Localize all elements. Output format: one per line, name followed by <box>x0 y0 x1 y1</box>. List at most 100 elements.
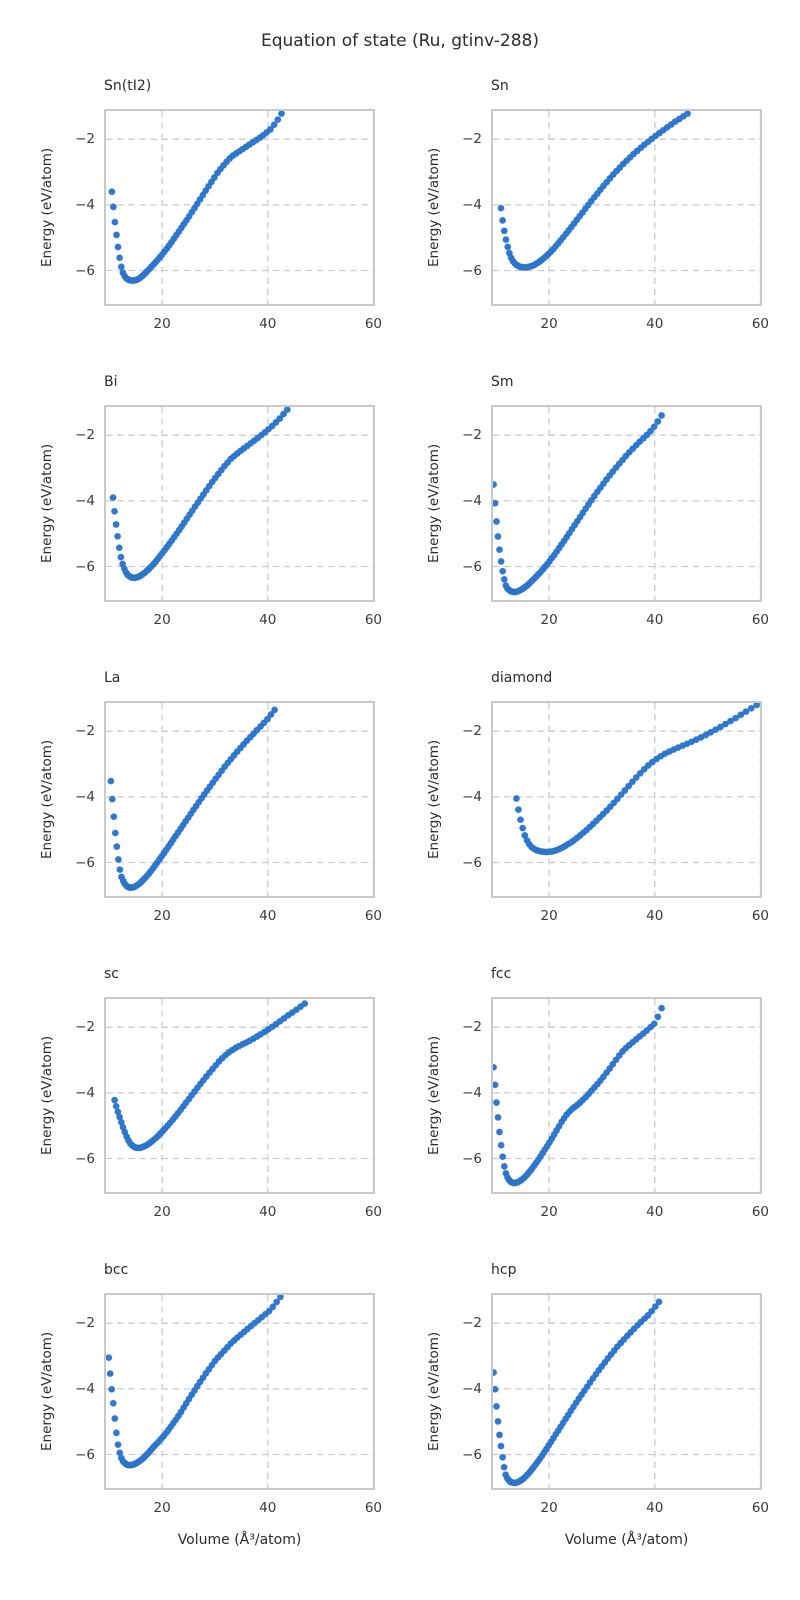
y-axis-label: Energy (eV/atom) <box>39 443 55 564</box>
plot-frame <box>491 109 762 306</box>
y-tick-label: −4 <box>462 788 482 805</box>
y-axis-label: Energy (eV/atom) <box>39 1331 55 1452</box>
y-axis-label: Energy (eV/atom) <box>39 739 55 860</box>
plot-frame <box>491 997 762 1194</box>
x-tick-label: 60 <box>751 908 769 924</box>
x-tick-label: 40 <box>646 1204 664 1220</box>
y-axis-label: Energy (eV/atom) <box>426 739 442 860</box>
x-tick-label: 20 <box>540 612 558 628</box>
y-tick-label: −4 <box>75 196 95 213</box>
plot-frame <box>491 1293 762 1490</box>
plot-frame <box>104 701 375 898</box>
y-axis-label: Energy (eV/atom) <box>426 147 442 268</box>
plot-area-sm <box>491 405 762 602</box>
y-tick-label: −4 <box>75 492 95 509</box>
subplot-title-sn-ti2: Sn(tI2) <box>104 78 152 94</box>
subplot-title-hcp: hcp <box>491 1262 517 1278</box>
grid-lines <box>493 703 762 896</box>
y-tick-label: −2 <box>75 1019 95 1036</box>
x-tick-label: 40 <box>259 316 277 332</box>
x-tick-label: 40 <box>646 1500 664 1516</box>
grid-lines <box>493 111 762 304</box>
x-tick-label: 20 <box>540 908 558 924</box>
x-tick-label: 60 <box>751 612 769 628</box>
plot-frame <box>104 1293 375 1490</box>
y-axis-label: Energy (eV/atom) <box>39 1035 55 1156</box>
plot-frame <box>104 109 375 306</box>
subplot-title-sm: Sm <box>491 374 514 390</box>
scatter-series <box>491 1298 663 1487</box>
x-tick-label: 40 <box>646 908 664 924</box>
x-tick-label: 20 <box>153 908 171 924</box>
x-axis-label: Volume (Å³/atom) <box>177 1532 302 1548</box>
x-tick-label: 20 <box>153 612 171 628</box>
y-axis-label: Energy (eV/atom) <box>39 147 55 268</box>
y-tick-label: −2 <box>462 1019 482 1036</box>
y-axis-label: Energy (eV/atom) <box>426 1035 442 1156</box>
y-tick-label: −6 <box>75 1150 95 1167</box>
subplot-title-bi: Bi <box>104 374 118 390</box>
plot-area-bcc <box>104 1293 375 1490</box>
y-tick-label: −2 <box>462 131 482 148</box>
scatter-series <box>105 1293 284 1469</box>
scatter-series <box>109 406 291 582</box>
plot-area-hcp <box>491 1293 762 1490</box>
x-tick-label: 60 <box>364 1204 382 1220</box>
y-tick-label: −2 <box>462 723 482 740</box>
x-tick-label: 60 <box>364 1500 382 1516</box>
scatter-series <box>108 110 285 285</box>
x-tick-label: 40 <box>259 1500 277 1516</box>
y-tick-label: −4 <box>462 1084 482 1101</box>
scatter-series <box>497 110 691 271</box>
scatter-series <box>107 706 279 892</box>
plot-frame <box>104 405 375 602</box>
y-axis-label: Energy (eV/atom) <box>426 1331 442 1452</box>
grid-lines <box>493 1295 762 1488</box>
scatter-series <box>512 701 761 856</box>
x-tick-label: 40 <box>646 612 664 628</box>
scatter-series <box>111 1000 309 1152</box>
grid-lines <box>493 407 762 600</box>
subplot-title-fcc: fcc <box>491 966 512 982</box>
plot-frame <box>491 405 762 602</box>
scatter-series <box>491 412 666 596</box>
plot-area-la <box>104 701 375 898</box>
x-tick-label: 20 <box>540 1500 558 1516</box>
x-tick-label: 60 <box>364 612 382 628</box>
y-tick-label: −6 <box>462 1150 482 1167</box>
x-tick-label: 40 <box>259 1204 277 1220</box>
x-tick-label: 40 <box>646 316 664 332</box>
y-tick-label: −6 <box>462 262 482 279</box>
x-tick-label: 60 <box>751 316 769 332</box>
plot-area-bi <box>104 405 375 602</box>
y-tick-label: −4 <box>75 1380 95 1397</box>
x-tick-label: 40 <box>259 908 277 924</box>
y-tick-label: −2 <box>462 1315 482 1332</box>
x-tick-label: 20 <box>540 1204 558 1220</box>
grid-lines <box>106 999 375 1192</box>
grid-lines <box>106 703 375 896</box>
plot-area-diamond <box>491 701 762 898</box>
subplot-title-sc: sc <box>104 966 119 982</box>
x-tick-label: 60 <box>751 1500 769 1516</box>
y-tick-label: −4 <box>462 1380 482 1397</box>
subplot-title-bcc: bcc <box>104 1262 129 1278</box>
figure-title: Equation of state (Ru, gtinv-288) <box>261 31 539 51</box>
y-axis-label: Energy (eV/atom) <box>426 443 442 564</box>
y-tick-label: −6 <box>75 558 95 575</box>
plot-area-sc <box>104 997 375 1194</box>
y-tick-label: −6 <box>462 1446 482 1463</box>
x-tick-label: 40 <box>259 612 277 628</box>
y-tick-label: −6 <box>462 558 482 575</box>
y-tick-label: −6 <box>75 854 95 871</box>
y-tick-label: −2 <box>75 1315 95 1332</box>
subplot-title-la: La <box>104 670 121 686</box>
y-tick-label: −6 <box>75 262 95 279</box>
y-tick-label: −4 <box>462 196 482 213</box>
subplot-title-diamond: diamond <box>491 670 553 686</box>
y-tick-label: −2 <box>462 427 482 444</box>
x-tick-label: 60 <box>364 908 382 924</box>
x-tick-label: 60 <box>751 1204 769 1220</box>
subplot-title-sn: Sn <box>491 78 509 94</box>
